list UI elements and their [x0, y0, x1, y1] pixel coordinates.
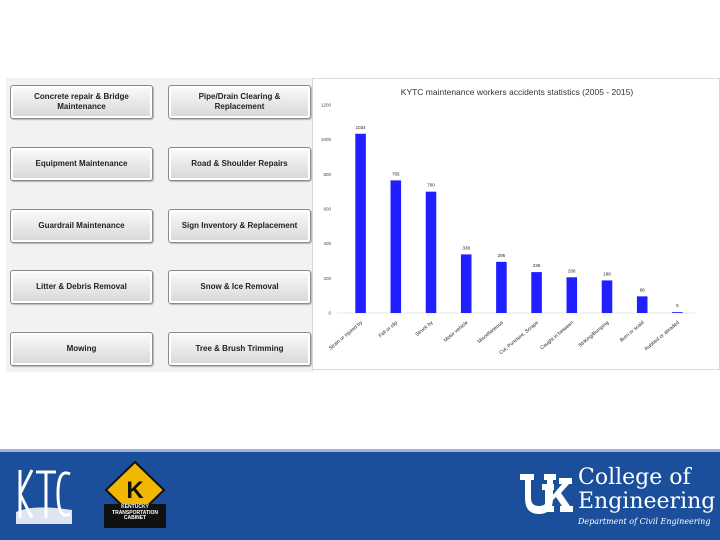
category-label: Caught in between — [539, 320, 575, 352]
bar — [425, 191, 437, 313]
activity-button-panel: Concrete repair & Bridge Maintenance Pip… — [6, 78, 314, 372]
college-line2: Engineering — [578, 489, 716, 514]
y-tick-label: 1000 — [321, 137, 332, 142]
y-tick-label: 600 — [323, 207, 331, 212]
data-label: 188 — [603, 271, 611, 276]
data-label: 1034 — [356, 125, 367, 130]
kytc-sign-icon: K — [104, 460, 166, 528]
data-label: 700 — [427, 183, 435, 188]
uk-logo-icon — [520, 474, 573, 514]
bar — [672, 312, 683, 313]
y-tick-label: 0 — [328, 311, 331, 316]
college-of-engineering-wordmark: College of Engineering — [578, 466, 715, 514]
data-label: 236 — [533, 263, 541, 268]
category-label: Cut, Puncture, Scrape — [498, 320, 540, 356]
bar — [601, 280, 613, 313]
chart-svg: KYTC maintenance workers accidents stati… — [321, 87, 695, 356]
y-tick-label: 1200 — [321, 103, 332, 108]
kytc-sign-letter: K — [126, 477, 144, 504]
category-label: Motor vehicle — [443, 320, 470, 344]
y-tick-label: 800 — [323, 172, 331, 177]
snow-ice-removal-button[interactable]: Snow & Ice Removal — [168, 270, 311, 304]
kytc-name: KENTUCKY TRANSPORTATION CABINET — [112, 504, 158, 521]
college-line1: College of — [578, 465, 691, 490]
bar — [566, 277, 578, 313]
bar — [496, 261, 507, 313]
mowing-button[interactable]: Mowing — [10, 332, 153, 366]
pipe-drain-clearing-button[interactable]: Pipe/Drain Clearing & Replacement — [168, 85, 311, 119]
sign-inventory-replacement-button[interactable]: Sign Inventory & Replacement — [168, 209, 311, 243]
bar — [390, 180, 402, 313]
concrete-repair-bridge-maintenance-button[interactable]: Concrete repair & Bridge Maintenance — [10, 85, 153, 119]
data-label: 295 — [498, 253, 506, 258]
equipment-maintenance-button[interactable]: Equipment Maintenance — [10, 147, 153, 181]
department-name: Department of Civil Engineering — [578, 517, 711, 526]
data-label: 765 — [392, 171, 400, 176]
data-label: 5 — [676, 303, 679, 308]
category-label: Striking/Bumping — [577, 320, 610, 349]
category-label: Rubbed or abraded — [644, 320, 681, 352]
bar — [636, 296, 648, 313]
category-label: Burn or scald — [619, 320, 646, 344]
category-label: Struck by — [414, 320, 434, 338]
bar — [355, 133, 366, 313]
bar — [531, 272, 542, 313]
bar — [460, 254, 472, 313]
data-label: 96 — [640, 287, 646, 292]
road-shoulder-repairs-button[interactable]: Road & Shoulder Repairs — [168, 147, 311, 181]
tree-brush-trimming-button[interactable]: Tree & Brush Trimming — [168, 332, 311, 366]
y-tick-label: 400 — [323, 241, 331, 246]
category-label: Miscellaneous — [477, 320, 506, 345]
litter-debris-removal-button[interactable]: Litter & Debris Removal — [10, 270, 153, 304]
chart-title: KYTC maintenance workers accidents stati… — [401, 87, 634, 97]
accidents-bar-chart: KYTC maintenance workers accidents stati… — [312, 78, 720, 370]
data-label: 206 — [568, 268, 576, 273]
guardrail-maintenance-button[interactable]: Guardrail Maintenance — [10, 209, 153, 243]
footer-divider — [0, 449, 720, 452]
category-label: Strain or injured by — [328, 320, 364, 352]
y-tick-label: 200 — [323, 276, 331, 281]
category-label: Fall or slip — [378, 320, 399, 339]
data-label: 338 — [462, 245, 470, 250]
ktc-logo-icon — [16, 469, 72, 524]
